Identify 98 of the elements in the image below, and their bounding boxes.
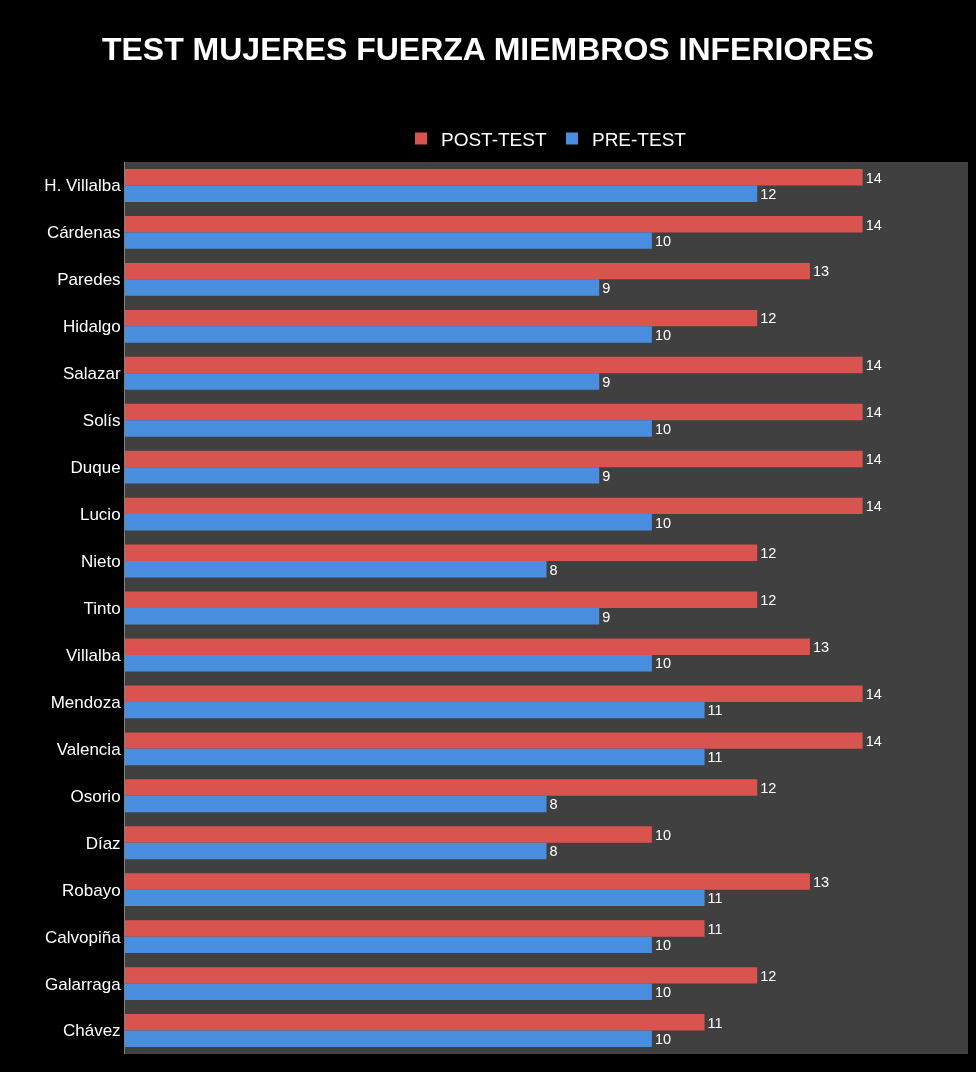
bar <box>125 795 547 813</box>
data-label: 8 <box>549 843 558 860</box>
bar <box>125 169 863 186</box>
data-label: 14 <box>865 357 882 374</box>
data-label: 11 <box>707 890 723 907</box>
y-tick-label: Chávez <box>62 1021 121 1041</box>
data-label: 10 <box>654 326 672 343</box>
data-label: 14 <box>865 451 882 468</box>
bar <box>125 326 652 343</box>
data-label: 14 <box>865 685 882 702</box>
legend-label: PRE-TEST <box>591 128 687 150</box>
data-label: 10 <box>654 655 672 672</box>
bar <box>125 608 600 625</box>
data-label: 14 <box>865 498 882 515</box>
data-label: 14 <box>865 404 882 421</box>
data-label: 8 <box>549 796 558 813</box>
data-label: 12 <box>760 310 777 327</box>
data-label: 11 <box>707 702 723 719</box>
bar <box>125 732 863 749</box>
data-label: 12 <box>760 545 777 562</box>
data-label: 10 <box>654 1031 672 1048</box>
bar <box>125 215 863 233</box>
y-tick-label: Salazar <box>62 364 121 384</box>
bar <box>125 842 547 860</box>
bar <box>125 561 547 578</box>
bar <box>125 373 600 390</box>
bar <box>125 279 600 296</box>
bar <box>125 185 758 202</box>
data-label: 11 <box>707 1014 723 1031</box>
bar <box>125 967 758 984</box>
data-label: 10 <box>654 826 672 843</box>
y-tick-label: Cárdenas <box>46 223 121 243</box>
y-tick-label: Duque <box>70 458 121 478</box>
y-tick-label: Galarraga <box>44 974 122 994</box>
y-tick-label: Paredes <box>57 270 121 290</box>
y-tick-label: Díaz <box>85 833 121 853</box>
bar <box>125 591 758 608</box>
y-tick-label: Calvopiña <box>44 927 122 947</box>
chart-title: TEST MUJERES FUERZA MIEMBROS INFERIORES <box>101 30 875 67</box>
bar <box>125 356 863 374</box>
bar <box>125 748 705 766</box>
bar <box>125 232 652 249</box>
data-label: 10 <box>654 420 672 437</box>
bar <box>125 309 758 327</box>
data-label: 10 <box>654 984 672 1001</box>
data-label: 11 <box>707 920 723 937</box>
y-tick-label: Tinto <box>83 598 121 618</box>
data-label: 9 <box>602 467 611 484</box>
bar <box>125 467 600 484</box>
bar <box>125 936 652 954</box>
y-tick-label: Valencia <box>56 739 122 759</box>
y-tick-label: Hidalgo <box>62 317 121 337</box>
data-label: 10 <box>654 937 672 954</box>
bar <box>125 1014 705 1031</box>
bar <box>125 1030 652 1047</box>
y-tick-label: Villalba <box>66 645 122 665</box>
data-label: 12 <box>760 967 777 984</box>
bar <box>125 497 863 515</box>
bar <box>125 779 758 796</box>
data-label: 13 <box>812 639 830 656</box>
bar <box>125 889 705 907</box>
y-tick-label: Lucio <box>79 505 121 525</box>
data-label: 12 <box>760 186 777 203</box>
bar <box>125 514 652 531</box>
bar <box>125 983 652 1001</box>
data-label: 10 <box>654 514 672 531</box>
data-label: 10 <box>654 232 672 249</box>
bar <box>125 544 758 562</box>
y-tick-label: Solís <box>82 411 121 431</box>
bar <box>125 638 810 655</box>
data-label: 11 <box>707 749 723 766</box>
data-label: 9 <box>602 608 611 625</box>
bar <box>125 654 652 672</box>
data-label: 8 <box>549 561 558 578</box>
bar <box>125 826 652 843</box>
data-label: 13 <box>812 873 830 890</box>
data-label: 13 <box>812 263 830 280</box>
y-tick-label: Mendoza <box>50 692 122 712</box>
bar <box>125 262 810 280</box>
bar <box>125 403 863 421</box>
data-label: 9 <box>602 279 611 296</box>
bar <box>125 450 863 468</box>
y-tick-label: H. Villalba <box>44 176 122 196</box>
data-label: 14 <box>865 169 882 186</box>
bar <box>125 701 705 719</box>
legend-label: POST-TEST <box>441 128 547 150</box>
data-label: 9 <box>602 373 611 390</box>
y-tick-label: Nieto <box>80 552 121 571</box>
bar <box>125 685 863 702</box>
bar <box>125 920 705 937</box>
y-tick-label: Osorio <box>70 786 121 806</box>
data-label: 12 <box>760 592 777 609</box>
bar <box>125 873 810 890</box>
y-tick-label: Robayo <box>61 880 121 900</box>
data-label: 14 <box>865 216 882 233</box>
data-label: 14 <box>865 732 882 749</box>
bar <box>125 420 652 437</box>
data-label: 12 <box>760 779 777 796</box>
